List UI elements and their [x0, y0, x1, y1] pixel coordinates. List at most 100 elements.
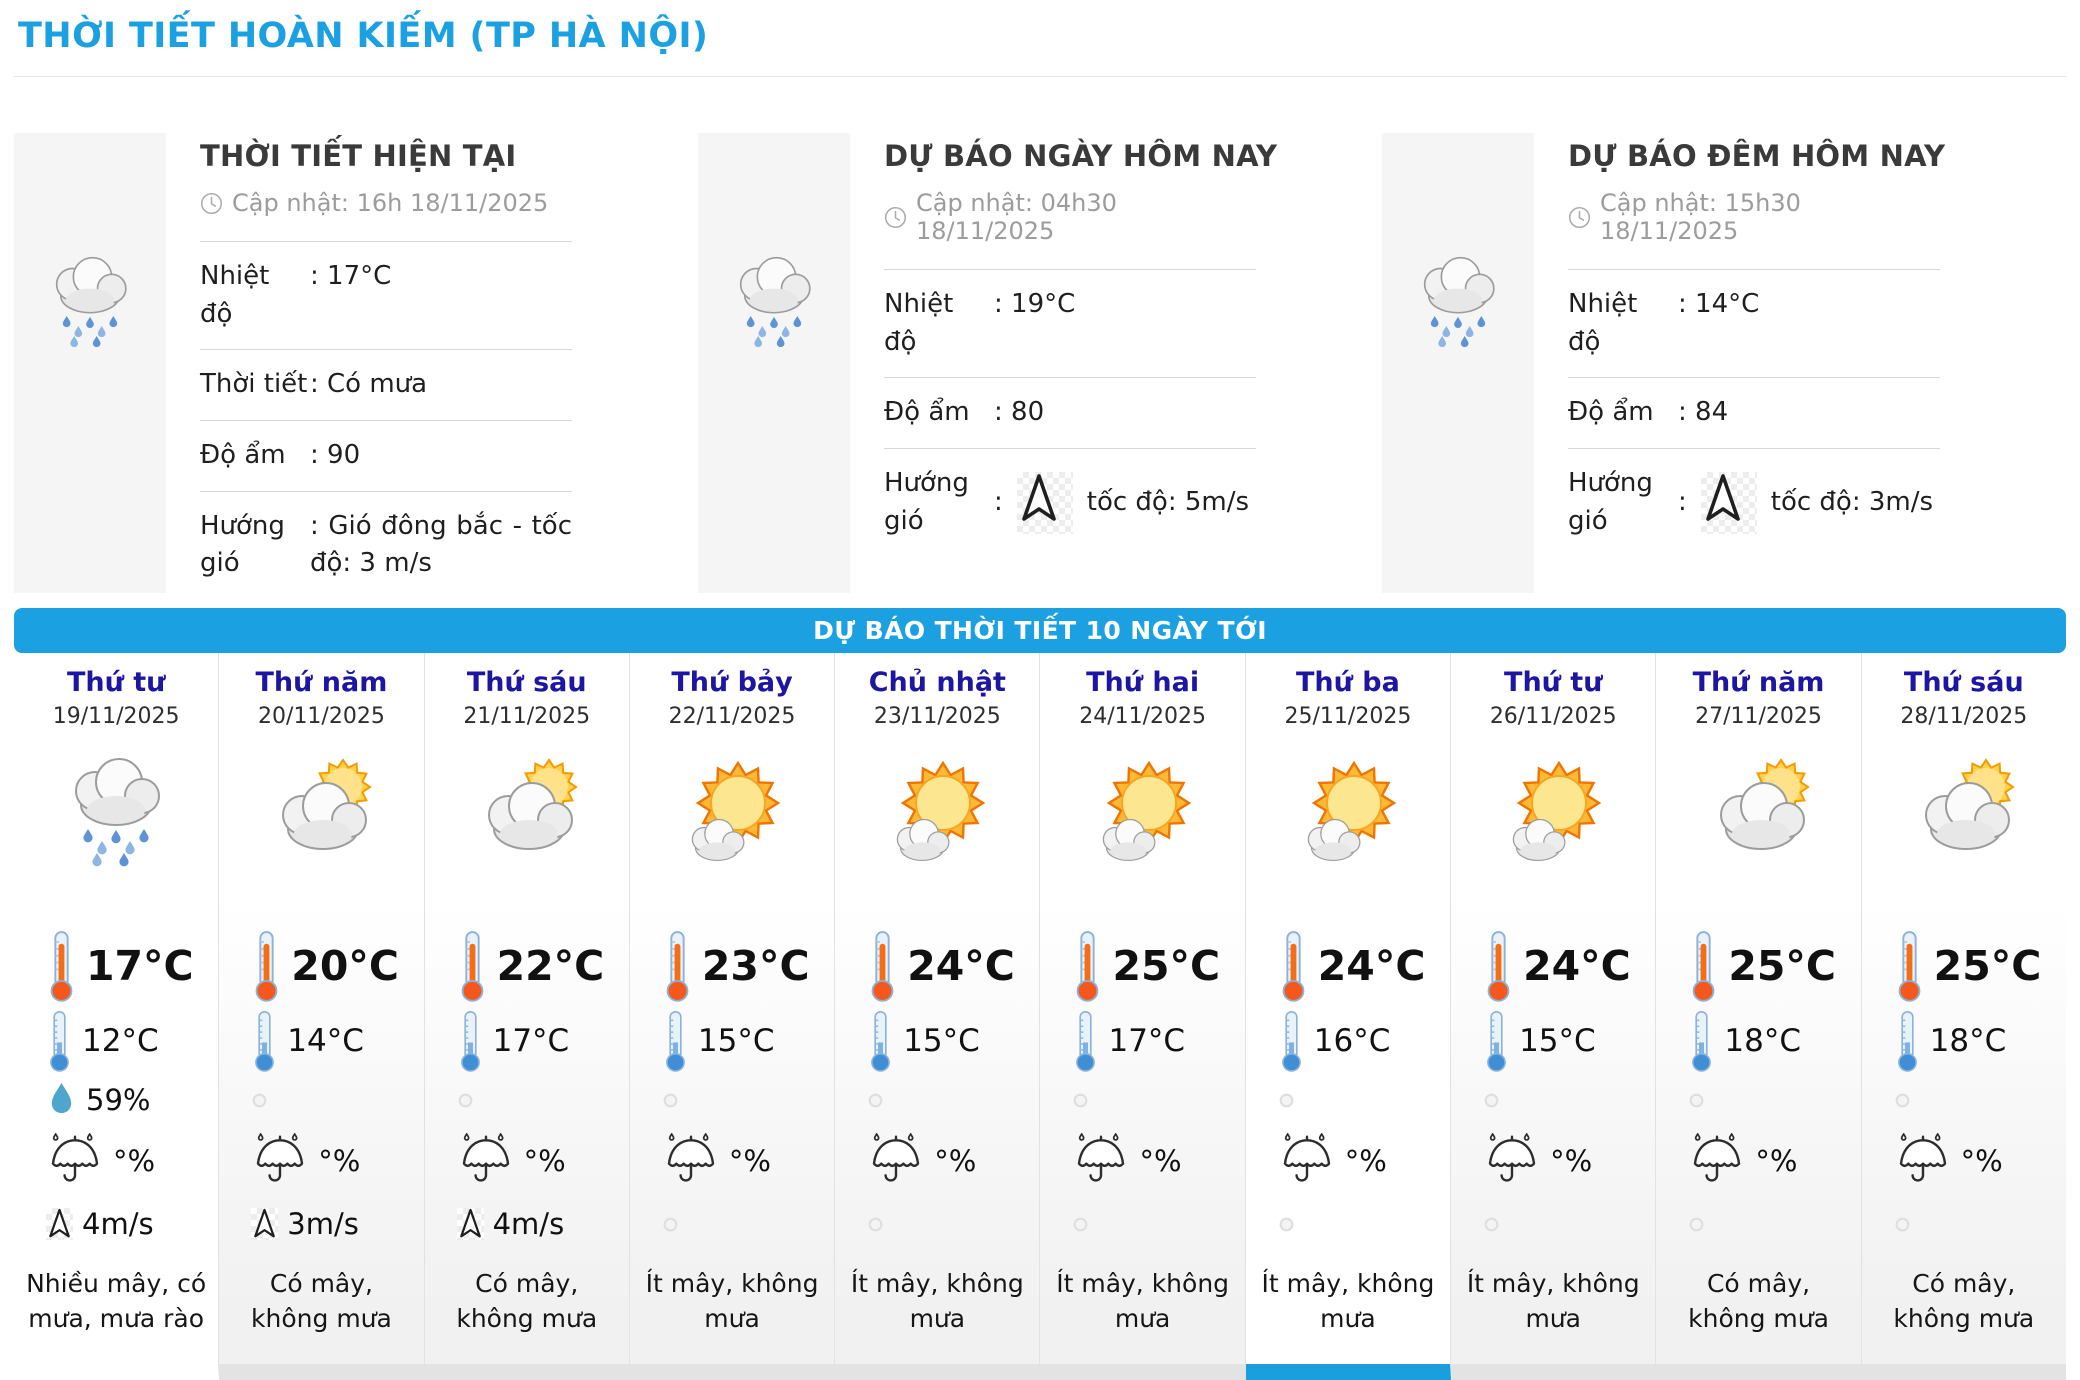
- day-weather-icon-wrap: [1040, 738, 1244, 888]
- weather-icon-box: [14, 133, 166, 593]
- day-name: Thứ ba: [1296, 667, 1400, 699]
- day-weather-icon-wrap: [1246, 738, 1450, 888]
- high-temp-row: 17°C: [14, 924, 218, 1008]
- high-temp: 25°C: [1933, 942, 2042, 991]
- row-value-text: : Có mưa: [310, 369, 428, 400]
- humidity-row: [1656, 1078, 1860, 1122]
- humidity-row: [1040, 1078, 1244, 1122]
- wind-arrow-icon: [456, 1208, 484, 1241]
- humidity-row: [835, 1078, 1039, 1122]
- updated-text: Cập nhật: 15h30 18/11/2025: [1600, 189, 1801, 245]
- umbrella-icon: [46, 1133, 104, 1189]
- forecast-day-column[interactable]: Thứ sáu 21/11/2025 22°C 17°C °% 4m/s Có …: [424, 653, 630, 1380]
- rain-probability: °%: [523, 1144, 566, 1179]
- sun-cloud-icon: [1284, 753, 1412, 873]
- row-label: Độ ẩm: [884, 397, 970, 428]
- thermometer-low-icon: [46, 1010, 73, 1072]
- placeholder-dot-icon: [1278, 1216, 1295, 1233]
- panel-title: DỰ BÁO NGÀY HÔM NAY: [884, 139, 1278, 173]
- umbrella-icon: [251, 1133, 309, 1189]
- rain-probability: °%: [1550, 1144, 1593, 1179]
- forecast-day-column[interactable]: Thứ sáu 28/11/2025 25°C 18°C °% Có mây, …: [1861, 653, 2066, 1380]
- placeholder-dot-icon: [1072, 1216, 1089, 1233]
- humidity-value: 59%: [86, 1083, 151, 1118]
- forecast-day-column[interactable]: Thứ hai 24/11/2025 25°C 17°C °% Ít mây, …: [1040, 653, 1246, 1380]
- thermometer-low-icon: [662, 1010, 689, 1072]
- weather-description: Có mây, không mưa: [1893, 1269, 2035, 1334]
- high-temp: 24°C: [907, 942, 1015, 991]
- thermometer-high-icon: [1072, 930, 1103, 1002]
- low-temp-row: 17°C: [425, 1008, 629, 1074]
- forecast-day-column[interactable]: Thứ ba 25/11/2025 24°C 16°C °% Ít mây, k…: [1245, 653, 1452, 1380]
- row-value: : 17°C: [310, 258, 572, 333]
- high-temp-row: 24°C: [1246, 924, 1450, 1008]
- placeholder-dot-icon: [1072, 1092, 1089, 1109]
- low-temp: 12°C: [82, 1023, 159, 1060]
- weather-description: Ít mây, không mưa: [1466, 1269, 1640, 1334]
- panel-row: Thời tiết : Có mưa: [200, 350, 572, 422]
- umbrella-icon: [662, 1133, 720, 1189]
- low-temp: 16°C: [1313, 1023, 1391, 1060]
- wind-speed-text: tốc độ: 5m/s: [1086, 486, 1250, 517]
- row-label: Nhiệt độ: [884, 289, 954, 357]
- row-value-text: : Gió đông bắc - tốc độ: 3 m/s: [310, 510, 572, 579]
- rain-probability: °%: [1139, 1144, 1182, 1179]
- row-value: : 80: [994, 394, 1256, 432]
- high-temp: 23°C: [701, 942, 810, 991]
- wind-arrow-icon: [251, 1208, 279, 1241]
- placeholder-dot-icon: [1688, 1092, 1705, 1109]
- thermometer-low-icon: [251, 1010, 278, 1072]
- low-temp: 14°C: [287, 1023, 364, 1060]
- thermometer-low-icon: [1278, 1010, 1305, 1072]
- day-weather-icon-wrap: [219, 738, 423, 888]
- forecast-day-column[interactable]: Thứ tư 26/11/2025 24°C 15°C °% Ít mây, k…: [1451, 653, 1657, 1380]
- placeholder-dot-icon: [1483, 1092, 1500, 1109]
- forecast-day-column[interactable]: Thứ bảy 22/11/2025 23°C 15°C °% Ít mây, …: [629, 653, 836, 1380]
- row-value: : tốc độ: 5m/s: [994, 465, 1256, 540]
- row-value: : 90: [310, 437, 572, 475]
- high-temp: 25°C: [1112, 942, 1221, 991]
- low-temp-row: 14°C: [219, 1008, 423, 1074]
- forecast-day-column[interactable]: Thứ năm 27/11/2025 25°C 18°C °% Có mây, …: [1656, 653, 1862, 1380]
- thermometer-high-icon: [251, 930, 282, 1002]
- low-temp-row: 16°C: [1246, 1008, 1450, 1074]
- thermometer-high-icon: [1894, 930, 1925, 1002]
- sun-cloud-icon: [873, 753, 1001, 873]
- weather-description: Ít mây, không mưa: [1056, 1269, 1230, 1334]
- forecast-day-column[interactable]: Thứ tư 19/11/2025 17°C 12°C 59% °% 4m/s …: [14, 653, 220, 1380]
- rain-probability: °%: [1755, 1144, 1798, 1179]
- low-temp: 18°C: [1929, 1023, 2007, 1060]
- high-temp: 22°C: [496, 942, 605, 991]
- high-temp-row: 24°C: [1451, 924, 1655, 1008]
- day-name: Thứ sáu: [466, 667, 587, 699]
- wind-row: 4m/s: [425, 1198, 629, 1250]
- wind-row: 3m/s: [219, 1198, 423, 1250]
- panel-row: Hướng gió : tốc độ: 5m/s: [884, 449, 1256, 556]
- rain-probability-row: °%: [1656, 1130, 1860, 1192]
- forecast-day-column[interactable]: Chủ nhật 23/11/2025 24°C 15°C °% Ít mây,…: [835, 653, 1041, 1380]
- rain-probability: °%: [1960, 1144, 2003, 1179]
- low-temp: 15°C: [903, 1023, 980, 1060]
- row-value: : tốc độ: 3m/s: [1678, 465, 1940, 540]
- high-temp-row: 23°C: [630, 924, 834, 1008]
- panel-updated: Cập nhật: 16h 18/11/2025: [200, 189, 572, 242]
- weather-description: Có mây, không mưa: [1688, 1269, 1829, 1334]
- rain-probability: °%: [113, 1144, 156, 1179]
- weather-icon-box: [698, 133, 850, 593]
- placeholder-dot-icon: [867, 1216, 884, 1233]
- day-name: Thứ năm: [1692, 667, 1825, 699]
- forecast-day-column[interactable]: Thứ năm 20/11/2025 20°C 14°C °% 3m/s Có …: [219, 653, 425, 1380]
- row-label: Độ ẩm: [200, 440, 286, 471]
- day-date: 26/11/2025: [1489, 704, 1617, 730]
- row-value: : 84: [1678, 394, 1940, 432]
- weather-description: Có mây, không mưa: [251, 1269, 392, 1334]
- thermometer-high-icon: [662, 930, 693, 1002]
- panel-rows: Nhiệt độ : 14°C Độ ẩm : 84 Hướng gió : tố…: [1568, 270, 1940, 556]
- weather-description: Ít mây, không mưa: [850, 1269, 1024, 1334]
- panel-row: Độ ẩm : 90: [200, 421, 572, 492]
- row-label: Hướng gió: [884, 468, 969, 536]
- updated-text: Cập nhật: 04h30 18/11/2025: [916, 189, 1117, 245]
- row-label: Nhiệt độ: [1568, 289, 1638, 357]
- cloud-sun-icon: [1695, 753, 1823, 873]
